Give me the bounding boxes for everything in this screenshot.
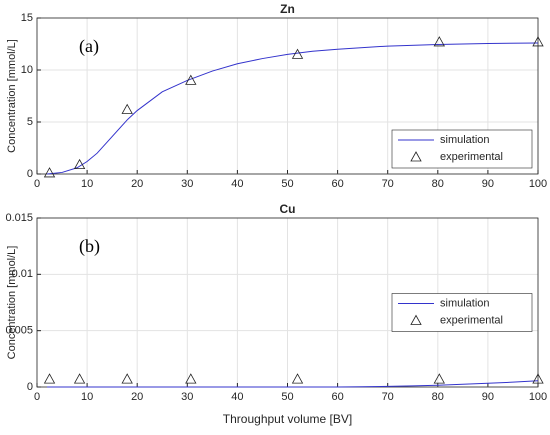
x-tick-label: 90 — [482, 391, 494, 403]
line — [47, 380, 539, 388]
marker — [185, 373, 197, 384]
y-tick-label: 0.01 — [12, 268, 33, 280]
marker — [433, 36, 445, 47]
legend-swatch — [410, 151, 422, 162]
x-tick-label: 20 — [131, 391, 143, 403]
marker — [291, 373, 304, 384]
marker — [121, 103, 133, 114]
x-tick-label: 100 — [529, 178, 547, 190]
marker — [43, 167, 56, 178]
y-axis-label: Concentration [mmol/L] — [6, 39, 18, 153]
x-tick-label: 80 — [432, 391, 444, 403]
marker — [532, 373, 544, 384]
y-tick-label: 10 — [21, 64, 33, 76]
y-tick-label: 5 — [27, 116, 33, 128]
x-tick-label: 30 — [181, 391, 193, 403]
marker — [73, 373, 86, 384]
x-tick-label: 50 — [281, 391, 293, 403]
x-tick-label: 30 — [181, 178, 193, 190]
line — [46, 42, 539, 175]
y-axis-label: Concentration [mmol/L] — [6, 246, 18, 360]
legend — [391, 129, 533, 169]
x-tick-label: 70 — [382, 178, 394, 190]
legend-label: experimental — [440, 151, 503, 163]
axes-frame — [36, 17, 539, 175]
y-tick-label: 0.005 — [5, 325, 33, 337]
x-tick-label: 80 — [432, 178, 444, 190]
marker — [532, 36, 544, 47]
chart-title: Cu — [280, 202, 296, 216]
x-tick-label: 90 — [482, 178, 494, 190]
marker — [43, 373, 56, 384]
chart-title: Zn — [280, 2, 295, 16]
annotation: (a) — [79, 36, 99, 57]
legend-label: simulation — [440, 134, 490, 146]
x-tick-label: 10 — [81, 391, 93, 403]
x-tick-label: 70 — [382, 391, 394, 403]
x-tick-label: 40 — [231, 391, 243, 403]
x-tick-label: 20 — [131, 178, 143, 190]
legend-swatch — [410, 314, 422, 325]
marker — [185, 74, 197, 85]
x-tick-label: 60 — [331, 178, 343, 190]
x-tick-label: 40 — [231, 178, 243, 190]
legend-label: simulation — [440, 297, 490, 309]
annotation: (b) — [79, 236, 100, 257]
x-tick-label: 0 — [34, 178, 40, 190]
x-tick-label: 100 — [529, 391, 547, 403]
x-tick-label: 50 — [281, 178, 293, 190]
marker — [291, 48, 304, 59]
y-tick-label: 15 — [21, 12, 33, 24]
marker — [121, 373, 133, 384]
y-tick-label: 0.015 — [5, 212, 33, 224]
x-axis-label: Throughput volume [BV] — [223, 412, 352, 426]
x-tick-label: 10 — [81, 178, 93, 190]
marker — [73, 158, 86, 170]
marker — [433, 373, 445, 384]
legend — [391, 293, 533, 332]
y-tick-label: 0 — [27, 381, 33, 393]
y-tick-label: 0 — [27, 168, 33, 180]
x-tick-label: 60 — [331, 391, 343, 403]
x-tick-label: 0 — [34, 391, 40, 403]
legend-label: experimental — [440, 314, 503, 326]
